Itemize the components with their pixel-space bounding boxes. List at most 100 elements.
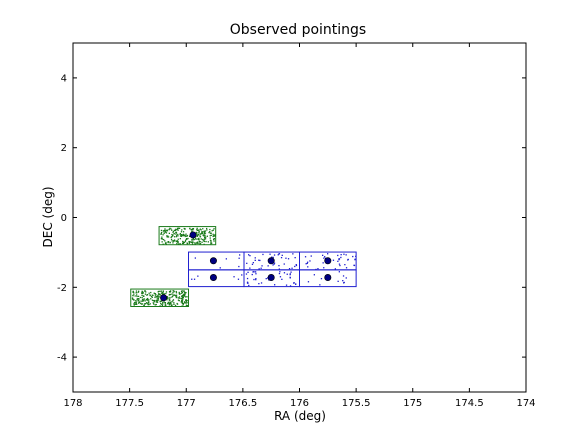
source-point — [186, 238, 188, 240]
source-point — [184, 240, 187, 242]
source-point — [168, 304, 170, 306]
source-point — [191, 278, 193, 280]
source-point — [209, 237, 211, 239]
source-point — [307, 261, 309, 263]
source-point — [180, 231, 183, 233]
source-point — [182, 303, 184, 305]
source-point — [144, 293, 147, 295]
source-point — [258, 259, 260, 261]
source-point — [180, 235, 182, 237]
source-point — [334, 268, 336, 270]
source-point — [322, 262, 324, 264]
plot-frame — [72, 42, 527, 393]
y-tick-label: 0 — [61, 213, 67, 224]
source-point — [141, 300, 143, 302]
source-point — [153, 301, 156, 303]
source-point — [160, 303, 162, 305]
pointing-center — [267, 274, 275, 282]
source-point — [320, 278, 323, 280]
source-point — [203, 231, 205, 234]
source-point — [154, 293, 156, 295]
source-point — [131, 297, 134, 299]
source-point — [210, 243, 212, 245]
source-point — [184, 291, 186, 293]
source-point — [192, 241, 194, 244]
source-point — [178, 291, 180, 294]
source-point — [204, 230, 207, 232]
source-point — [199, 236, 202, 238]
source-point — [245, 273, 248, 275]
source-point — [322, 254, 324, 256]
source-points — [194, 254, 241, 269]
source-point — [148, 301, 150, 303]
source-point — [278, 272, 281, 275]
source-point — [204, 230, 206, 232]
source-point — [196, 242, 198, 244]
source-point — [160, 233, 162, 235]
source-point — [164, 242, 167, 244]
source-point — [196, 235, 198, 237]
source-point — [161, 291, 163, 294]
source-point — [295, 264, 297, 266]
source-point — [189, 235, 191, 237]
source-point — [197, 234, 199, 236]
source-point — [177, 238, 179, 240]
source-point — [184, 293, 186, 295]
source-point — [209, 228, 211, 231]
source-point — [160, 229, 163, 232]
source-point — [155, 293, 157, 296]
source-point — [146, 294, 149, 296]
source-point — [260, 282, 263, 284]
source-point — [155, 303, 157, 306]
source-point — [170, 236, 172, 239]
source-point — [181, 300, 183, 302]
source-point — [274, 284, 276, 286]
source-point — [212, 235, 214, 238]
source-point — [196, 228, 198, 231]
source-point — [181, 295, 183, 298]
source-point — [166, 235, 168, 237]
source-point — [293, 282, 295, 284]
source-point — [183, 302, 186, 304]
source-point — [177, 297, 179, 299]
source-point — [187, 237, 189, 240]
source-point — [262, 253, 264, 256]
source-point — [177, 241, 179, 243]
source-point — [168, 299, 170, 301]
source-point — [133, 304, 135, 306]
source-point — [165, 292, 167, 295]
source-point — [172, 290, 174, 292]
source-point — [200, 229, 202, 231]
pointing-blue-3 — [188, 251, 245, 271]
source-point — [173, 291, 175, 293]
source-point — [165, 232, 168, 234]
source-point — [180, 301, 182, 303]
source-point — [136, 303, 138, 305]
y-axis-label: DEC (deg) — [41, 187, 55, 248]
source-point — [164, 231, 167, 233]
source-point — [135, 301, 137, 303]
source-point — [283, 272, 286, 274]
source-point — [164, 302, 166, 304]
source-point — [162, 234, 164, 236]
source-point — [353, 264, 356, 267]
source-point — [153, 303, 155, 305]
source-point — [269, 253, 271, 255]
source-point — [319, 284, 321, 286]
source-point — [165, 243, 167, 245]
pointing-blue-5 — [243, 251, 301, 271]
source-point — [279, 276, 282, 278]
source-point — [342, 275, 345, 277]
source-point — [150, 296, 153, 298]
source-point — [147, 299, 149, 302]
source-point — [172, 242, 174, 244]
source-point — [340, 256, 342, 259]
source-point — [157, 294, 159, 296]
source-point — [139, 300, 141, 302]
source-point — [211, 230, 213, 232]
source-point — [160, 290, 162, 292]
source-point — [172, 295, 174, 297]
source-point — [195, 242, 198, 244]
x-tick-label: 174.5 — [455, 398, 484, 409]
x-tick-label: 175.5 — [342, 398, 371, 409]
